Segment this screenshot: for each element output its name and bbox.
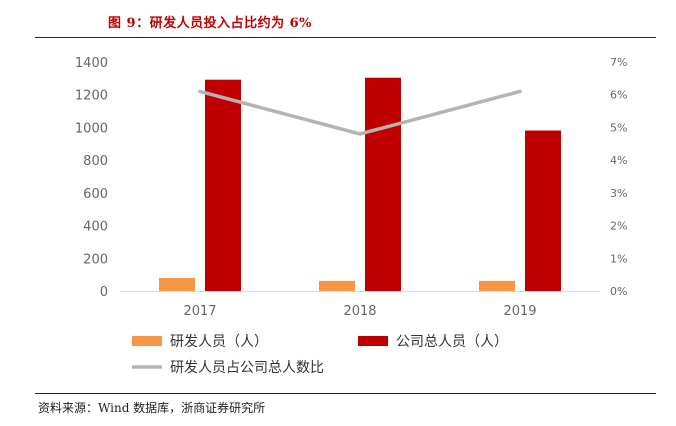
source-note: 资料来源：Wind 数据库，浙商证券研究所 (38, 401, 266, 415)
x-tick-label: 2019 (503, 304, 536, 319)
y-tick-label: 1200 (75, 89, 108, 104)
legend-label: 研发人员（人） (170, 334, 268, 350)
x-tick-label: 2017 (183, 304, 216, 319)
legend-swatch (132, 336, 162, 346)
y2-tick-label: 1% (610, 252, 627, 265)
y2-tick-label: 7% (610, 56, 627, 69)
legend-swatch (358, 336, 388, 346)
ratio-point (518, 89, 522, 94)
y-tick-label: 1000 (75, 121, 108, 136)
y2-tick-label: 3% (610, 187, 627, 200)
chart-title: 图 9：研发人员投入占比约为 6% (108, 16, 312, 31)
y2-tick-label: 5% (610, 121, 627, 134)
y2-tick-label: 0% (610, 285, 627, 298)
y-tick-label: 400 (83, 220, 108, 235)
ratio-line (199, 89, 521, 136)
bar (205, 79, 241, 291)
x-tick-label: 2018 (343, 304, 376, 319)
y2-tick-label: 4% (610, 154, 627, 167)
y-tick-label: 1400 (75, 56, 108, 71)
legend-label: 公司总人员（人） (396, 334, 508, 350)
ratio-point (358, 132, 362, 136)
y-tick-label: 600 (83, 187, 108, 202)
bar (525, 130, 561, 291)
ratio-point (198, 89, 202, 94)
top-divider (35, 37, 656, 38)
y-tick-label: 200 (83, 252, 108, 267)
bar (479, 280, 515, 291)
y2-tick-label: 6% (610, 89, 627, 102)
y-tick-label: 800 (83, 154, 108, 169)
bottom-divider (35, 393, 656, 394)
y2-tick-label: 2% (610, 220, 627, 233)
bar (319, 280, 355, 291)
y-tick-label: 0 (100, 285, 108, 300)
legend-label: 研发人员占公司总人数比 (170, 360, 324, 376)
bar (159, 277, 195, 291)
bar (365, 77, 401, 292)
